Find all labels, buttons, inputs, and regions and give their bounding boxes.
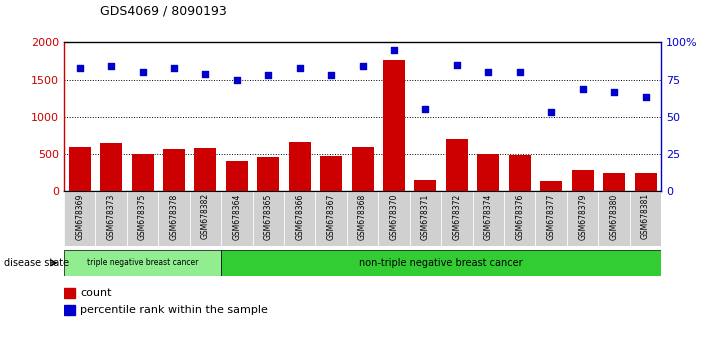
Text: GDS4069 / 8090193: GDS4069 / 8090193 — [100, 5, 226, 18]
Bar — [509, 155, 531, 191]
Bar — [316, 191, 347, 246]
Bar — [572, 170, 594, 191]
Point — [514, 69, 525, 75]
Point — [609, 89, 620, 95]
Bar — [410, 191, 442, 246]
Bar — [567, 191, 599, 246]
Text: GSM678379: GSM678379 — [578, 193, 587, 240]
Bar — [378, 191, 410, 246]
Bar — [603, 172, 625, 191]
Bar — [320, 156, 342, 191]
Point — [388, 47, 400, 53]
Text: GSM678365: GSM678365 — [264, 193, 273, 240]
Text: GSM678382: GSM678382 — [201, 193, 210, 239]
Bar — [64, 305, 75, 315]
Text: GSM678377: GSM678377 — [547, 193, 556, 240]
Bar — [64, 288, 75, 298]
Text: count: count — [80, 288, 112, 298]
Point — [326, 72, 337, 78]
Text: GSM678367: GSM678367 — [326, 193, 336, 240]
Bar — [535, 191, 567, 246]
Point — [545, 109, 557, 115]
Point — [294, 65, 306, 70]
Bar — [352, 147, 373, 191]
Bar — [132, 154, 154, 191]
Bar — [194, 148, 216, 191]
Bar — [64, 250, 221, 276]
Bar — [159, 191, 190, 246]
Text: GSM678381: GSM678381 — [641, 193, 650, 239]
Point — [640, 95, 651, 100]
Bar — [347, 191, 378, 246]
Text: GSM678368: GSM678368 — [358, 193, 367, 240]
Bar — [221, 191, 252, 246]
Text: GSM678373: GSM678373 — [107, 193, 116, 240]
Point — [451, 62, 463, 68]
Text: GSM678366: GSM678366 — [295, 193, 304, 240]
Point — [262, 72, 274, 78]
Text: GSM678370: GSM678370 — [390, 193, 399, 240]
Text: GSM678376: GSM678376 — [515, 193, 524, 240]
Bar — [252, 191, 284, 246]
Point — [74, 65, 85, 70]
Bar — [289, 142, 311, 191]
Point — [577, 86, 588, 91]
Text: GSM678374: GSM678374 — [484, 193, 493, 240]
Bar — [95, 191, 127, 246]
Bar — [630, 191, 661, 246]
Point — [483, 69, 494, 75]
Bar — [634, 173, 656, 191]
Bar — [540, 181, 562, 191]
Text: percentile rank within the sample: percentile rank within the sample — [80, 305, 268, 315]
Bar — [221, 250, 661, 276]
Bar — [415, 180, 437, 191]
Bar — [446, 139, 468, 191]
Text: GSM678372: GSM678372 — [452, 193, 461, 240]
Bar — [100, 143, 122, 191]
Bar — [473, 191, 504, 246]
Bar — [383, 59, 405, 191]
Text: GSM678364: GSM678364 — [232, 193, 241, 240]
Bar — [257, 157, 279, 191]
Bar — [284, 191, 316, 246]
Text: GSM678380: GSM678380 — [609, 193, 619, 240]
Point — [105, 63, 117, 69]
Text: GSM678369: GSM678369 — [75, 193, 84, 240]
Text: GSM678371: GSM678371 — [421, 193, 430, 240]
Point — [169, 65, 180, 70]
Text: GSM678375: GSM678375 — [138, 193, 147, 240]
Bar — [127, 191, 159, 246]
Point — [419, 107, 431, 112]
Point — [231, 77, 242, 82]
Bar — [69, 147, 91, 191]
Bar — [190, 191, 221, 246]
Point — [137, 69, 149, 75]
Bar — [504, 191, 535, 246]
Bar — [64, 191, 95, 246]
Bar — [477, 154, 499, 191]
Bar — [163, 149, 185, 191]
Text: disease state: disease state — [4, 258, 69, 268]
Text: triple negative breast cancer: triple negative breast cancer — [87, 258, 198, 267]
Bar — [226, 161, 248, 191]
Bar — [442, 191, 473, 246]
Bar — [599, 191, 630, 246]
Text: non-triple negative breast cancer: non-triple negative breast cancer — [359, 258, 523, 268]
Point — [200, 71, 211, 76]
Text: GSM678378: GSM678378 — [169, 193, 178, 240]
Point — [357, 63, 368, 69]
